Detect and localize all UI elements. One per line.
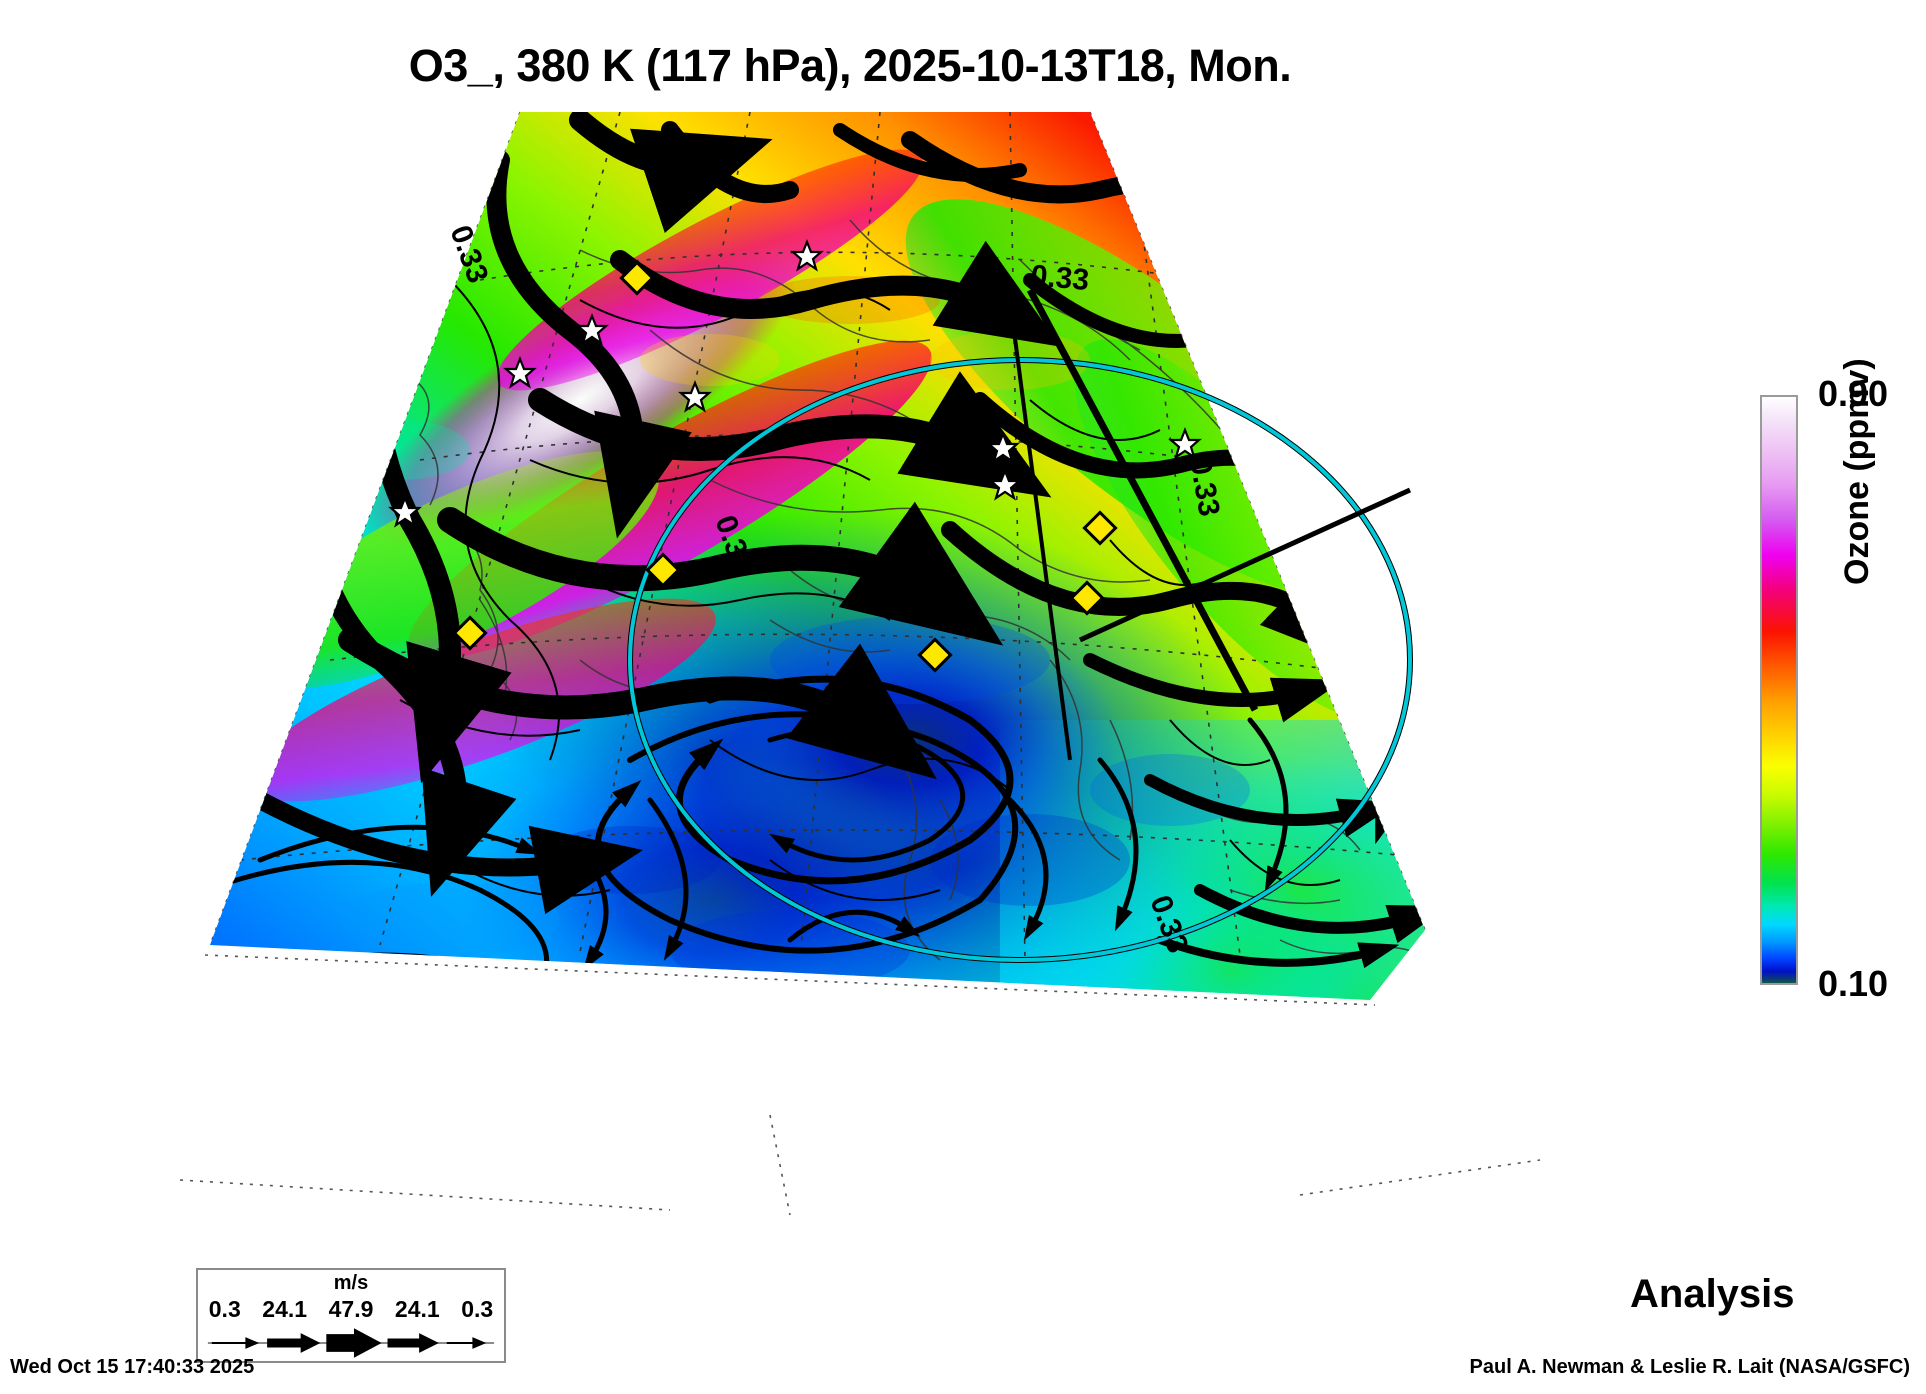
station-star[interactable] bbox=[986, 431, 1020, 464]
station-diamond[interactable] bbox=[1069, 580, 1105, 616]
wind-legend-ticks: 0.3 24.1 47.9 24.1 0.3 bbox=[198, 1296, 504, 1323]
wind-tick: 0.3 bbox=[208, 1296, 241, 1322]
station-diamond[interactable] bbox=[452, 615, 488, 651]
station-diamond[interactable] bbox=[917, 637, 953, 673]
wind-tick: 24.1 bbox=[394, 1296, 440, 1322]
colorbar-axis-title: Ozone (ppmv) bbox=[1838, 358, 1876, 585]
station-star[interactable] bbox=[678, 380, 712, 413]
wind-legend-arrows bbox=[207, 1328, 495, 1358]
colorbar-min-label: 0.10 bbox=[1818, 963, 1889, 1004]
station-markers-star[interactable] bbox=[388, 239, 1202, 528]
station-star[interactable] bbox=[388, 495, 422, 528]
wind-speed-legend: m/s 0.3 24.1 47.9 24.1 0.3 bbox=[196, 1268, 506, 1363]
station-star[interactable] bbox=[1168, 427, 1202, 460]
page-title: O3_, 380 K (117 hPa), 2025-10-13T18, Mon… bbox=[408, 40, 1292, 91]
station-markers-diamond[interactable] bbox=[452, 260, 1118, 673]
ozone-field-map[interactable]: 0.33 0.33 0.33 0.33 0.33 bbox=[150, 100, 1550, 1260]
colorbar-gradient bbox=[1760, 395, 1798, 985]
wind-tick: 47.9 bbox=[328, 1296, 374, 1322]
colorbar-max-label: 0.90 bbox=[1818, 373, 1889, 414]
render-timestamp: Wed Oct 15 17:40:33 2025 bbox=[10, 1356, 255, 1378]
colorbar-panel: 0.90 0.10 Ozone (ppmv) bbox=[1760, 358, 1888, 1004]
wind-legend-units: m/s bbox=[333, 1272, 369, 1294]
wind-tick: 0.3 bbox=[461, 1296, 494, 1322]
contour-label: 0.33 bbox=[1029, 259, 1090, 297]
azimuth-lines bbox=[1008, 288, 1412, 761]
analysis-label: Analysis bbox=[1630, 1272, 1795, 1316]
contour-labels: 0.33 0.33 0.33 0.33 0.33 bbox=[443, 221, 1225, 957]
station-star[interactable] bbox=[575, 313, 609, 346]
station-star[interactable] bbox=[790, 239, 824, 272]
station-star[interactable] bbox=[988, 468, 1022, 501]
wind-streamlines bbox=[210, 112, 1425, 1000]
station-star[interactable] bbox=[503, 356, 537, 389]
wind-tick: 24.1 bbox=[262, 1296, 308, 1322]
author-credit: Paul A. Newman & Leslie R. Lait (NASA/GS… bbox=[1469, 1356, 1910, 1378]
map-panel[interactable]: 0.33 0.33 0.33 0.33 0.33 bbox=[150, 100, 1550, 1260]
station-diamond[interactable] bbox=[1082, 510, 1118, 546]
station-diamond[interactable] bbox=[619, 260, 655, 296]
station-diamond[interactable] bbox=[645, 552, 681, 588]
range-circle-overlay bbox=[627, 357, 1413, 963]
